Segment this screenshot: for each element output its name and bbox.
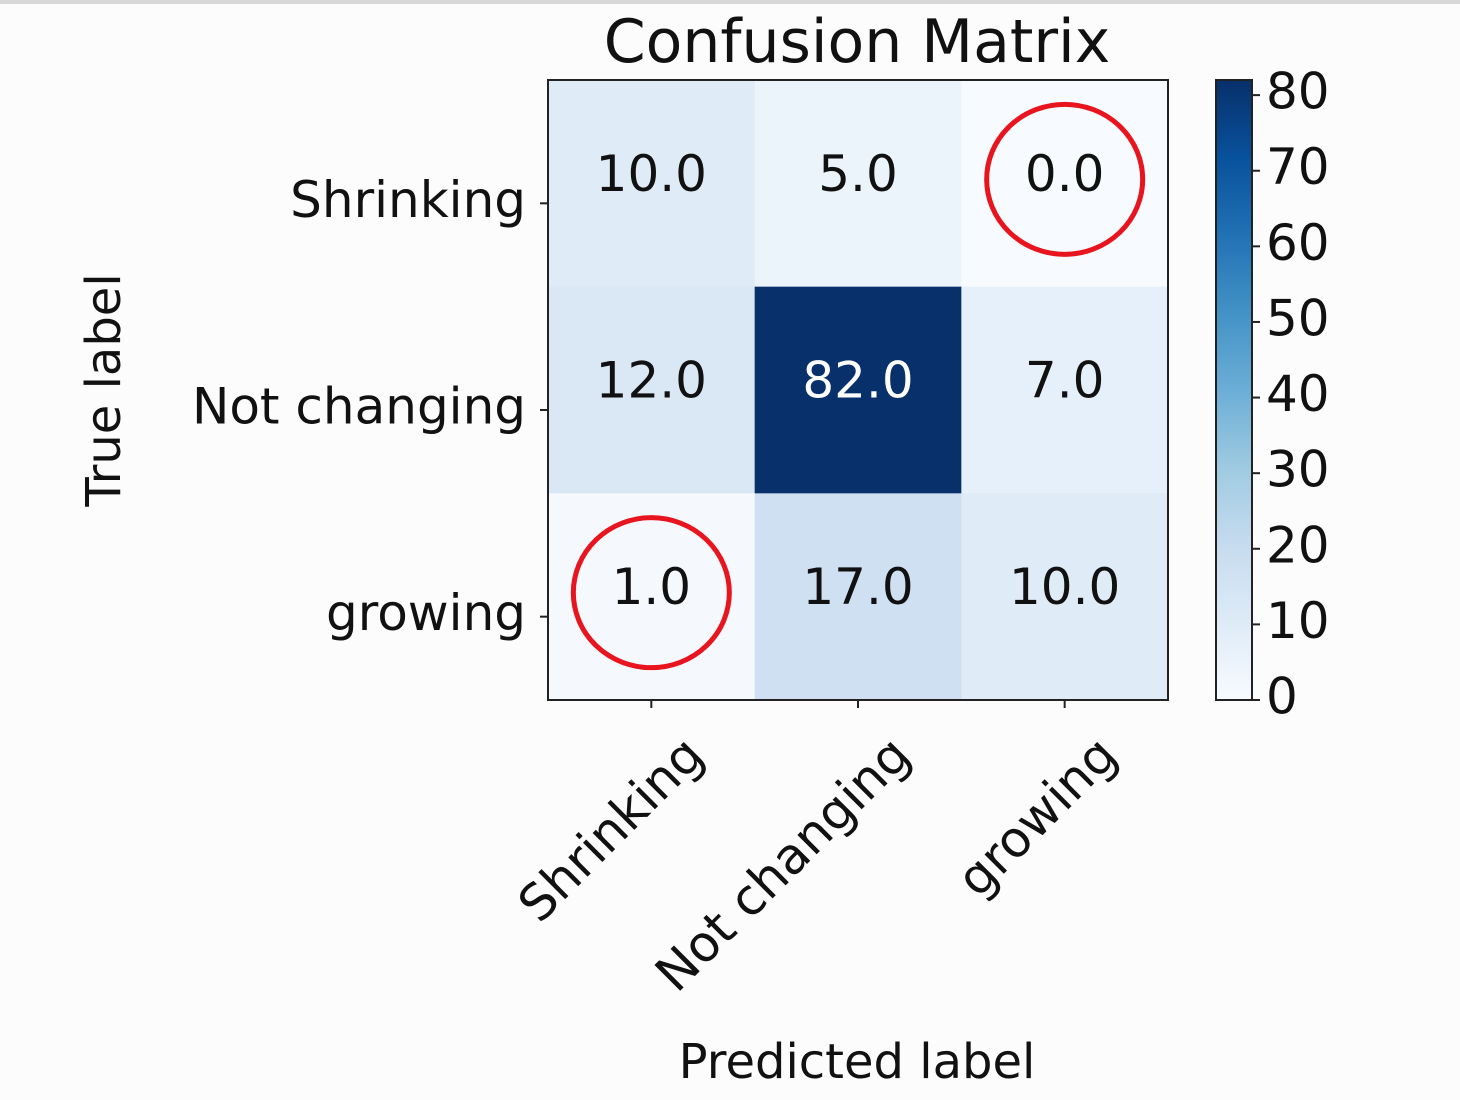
cell-value-label: 10.0 [596,145,707,203]
colorbar-tick-label: 0 [1266,668,1298,726]
y-axis-label: True label [76,273,132,507]
heatmap-cell [754,80,962,288]
cell-value-label: 1.0 [612,558,692,616]
y-tick-label: Not changing [192,378,526,436]
colorbar-tick-label: 20 [1266,516,1330,574]
cell-value-label: 17.0 [802,558,913,616]
x-tick-label: growing [946,725,1128,907]
cell-value-label: 12.0 [596,352,707,410]
highlight-circle [570,515,732,671]
colorbar-tick-label: 80 [1266,63,1330,121]
cell-value-label: 5.0 [818,145,898,203]
y-tick-label: growing [326,584,526,642]
y-tick-label: Shrinking [290,171,526,229]
cell-value-label: 10.0 [1009,558,1120,616]
annotations [570,101,1146,671]
colorbar-tick-label: 70 [1266,138,1330,196]
cell-value-label: 0.0 [1025,145,1105,203]
colorbar-tick-label: 10 [1266,592,1330,650]
colorbar: 0 10 20 30 40 50 60 70 80 [1215,63,1330,726]
chart-title: Confusion Matrix [604,7,1110,77]
heatmap-cell [961,493,1169,701]
heatmap-cell [548,286,756,494]
cell-value-label: 7.0 [1025,352,1105,410]
heatmap-cell [754,493,962,701]
heatmap-cells [548,80,1169,701]
colorbar-tick-label: 30 [1266,441,1330,499]
x-axis-label: Predicted label [679,1034,1036,1090]
cell-value-label: 82.0 [802,352,913,410]
highlight-circle [984,101,1146,257]
heatmap-cell [548,80,756,288]
colorbar-tick-label: 60 [1266,214,1330,272]
top-edge [0,0,1460,4]
heatmap-cell [961,286,1169,494]
colorbar-gradient [1215,79,1253,701]
y-axis: Shrinking Not changing growing [192,171,548,642]
cell-value-labels: 10.0 5.0 0.0 12.0 82.0 7.0 1.0 17.0 10.0 [596,145,1121,616]
x-tick-label: Shrinking [507,725,715,933]
heatmap-cell [754,286,962,494]
colorbar-tick-label: 40 [1266,365,1330,423]
colorbar-tick-label: 50 [1266,289,1330,347]
